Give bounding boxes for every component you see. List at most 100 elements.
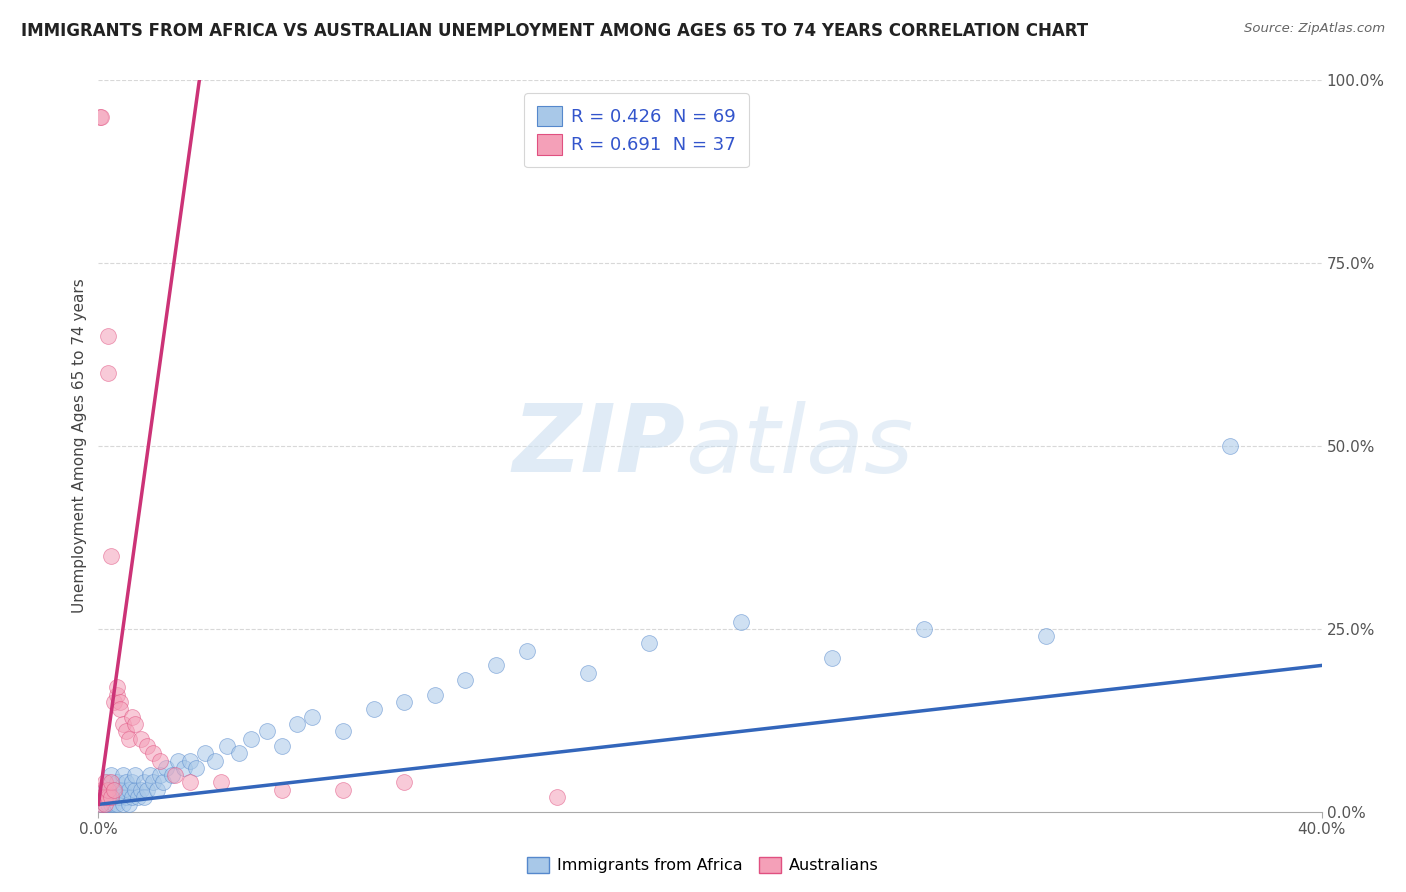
Point: [121, 790, 143, 805]
Point: [103, 790, 125, 805]
Point: [173, 761, 195, 775]
Legend: R = 0.426  N = 69, R = 0.691  N = 37: R = 0.426 N = 69, R = 0.691 N = 37: [524, 93, 749, 167]
Point: [115, 790, 138, 805]
Point: [167, 754, 190, 768]
Point: [118, 731, 141, 746]
Point: [97, 782, 120, 797]
Point: [179, 754, 201, 768]
Point: [186, 761, 208, 775]
Point: [108, 782, 131, 797]
Point: [108, 790, 131, 805]
Point: [93, 797, 115, 812]
Point: [111, 768, 134, 782]
Point: [93, 782, 115, 797]
Point: [100, 797, 122, 812]
Point: [134, 775, 156, 789]
Point: [124, 768, 146, 782]
Point: [100, 782, 122, 797]
Point: [332, 724, 354, 739]
Point: [270, 739, 292, 753]
Point: [93, 790, 115, 805]
Point: [97, 797, 120, 812]
Point: [160, 768, 183, 782]
Legend: Immigrants from Africa, Australians: Immigrants from Africa, Australians: [520, 850, 886, 880]
Point: [100, 768, 122, 782]
Point: [1219, 439, 1241, 453]
Point: [97, 790, 120, 805]
Point: [100, 775, 122, 789]
Point: [103, 797, 125, 812]
Point: [228, 746, 250, 760]
Point: [363, 702, 385, 716]
Point: [100, 790, 122, 805]
Point: [155, 761, 177, 775]
Point: [163, 768, 186, 782]
Point: [240, 731, 263, 746]
Point: [124, 717, 146, 731]
Point: [821, 651, 844, 665]
Point: [142, 746, 165, 760]
Point: [111, 782, 134, 797]
Point: [97, 329, 120, 343]
Point: [105, 775, 128, 789]
Point: [730, 615, 752, 629]
Point: [105, 681, 128, 695]
Point: [121, 775, 143, 789]
Point: [134, 790, 156, 805]
Point: [118, 797, 141, 812]
Point: [256, 724, 278, 739]
Point: [392, 775, 416, 789]
Point: [149, 754, 172, 768]
Text: Source: ZipAtlas.com: Source: ZipAtlas.com: [1244, 22, 1385, 36]
Point: [142, 775, 165, 789]
Point: [127, 790, 149, 805]
Point: [136, 739, 159, 753]
Point: [97, 775, 120, 789]
Point: [111, 717, 134, 731]
Point: [108, 695, 131, 709]
Point: [215, 739, 238, 753]
Point: [332, 782, 354, 797]
Point: [90, 797, 112, 812]
Point: [179, 775, 201, 789]
Y-axis label: Unemployment Among Ages 65 to 74 years: Unemployment Among Ages 65 to 74 years: [72, 278, 87, 614]
Point: [194, 746, 217, 760]
Point: [136, 782, 159, 797]
Point: [454, 673, 477, 687]
Point: [90, 790, 112, 805]
Point: [93, 775, 115, 789]
Point: [108, 702, 131, 716]
Point: [129, 782, 152, 797]
Point: [152, 775, 174, 789]
Point: [129, 731, 152, 746]
Point: [485, 658, 508, 673]
Point: [93, 797, 115, 812]
Point: [546, 790, 568, 805]
Point: [115, 724, 138, 739]
Point: [204, 754, 226, 768]
Point: [105, 790, 128, 805]
Point: [209, 775, 232, 789]
Point: [392, 695, 416, 709]
Point: [912, 622, 935, 636]
Text: atlas: atlas: [686, 401, 914, 491]
Point: [145, 782, 167, 797]
Point: [516, 644, 538, 658]
Point: [118, 782, 141, 797]
Point: [105, 797, 128, 812]
Point: [90, 782, 112, 797]
Point: [301, 709, 323, 723]
Point: [121, 709, 143, 723]
Point: [105, 688, 128, 702]
Point: [103, 782, 125, 797]
Point: [97, 366, 120, 380]
Point: [124, 782, 146, 797]
Point: [149, 768, 172, 782]
Point: [103, 695, 125, 709]
Point: [423, 688, 446, 702]
Point: [93, 790, 115, 805]
Point: [100, 549, 122, 563]
Point: [576, 665, 599, 680]
Point: [270, 782, 292, 797]
Point: [90, 797, 112, 812]
